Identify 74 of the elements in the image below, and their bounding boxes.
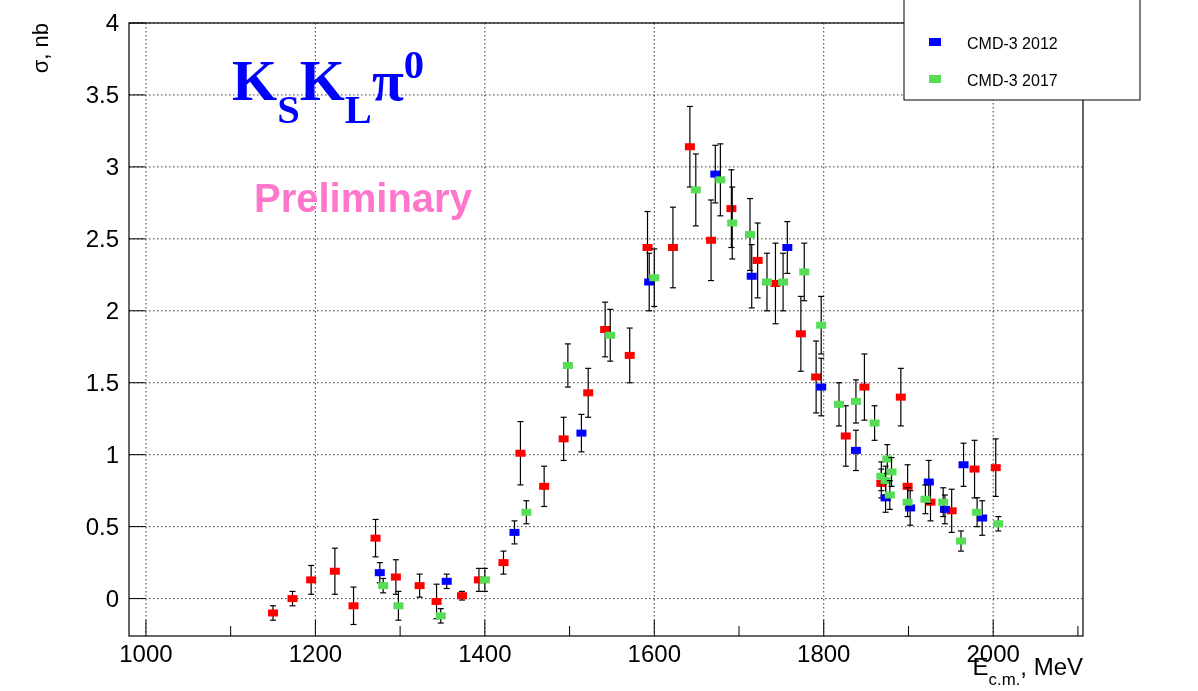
- point: [441, 577, 452, 585]
- point: [816, 321, 827, 329]
- point: [498, 559, 509, 567]
- x-tick-label: 1200: [288, 640, 343, 667]
- point: [431, 597, 442, 605]
- x-tick-label: 1600: [627, 640, 681, 667]
- point: [938, 498, 949, 506]
- y-axis-title: σ, nb: [28, 23, 53, 74]
- x-tick-label: 1800: [797, 640, 851, 667]
- point: [799, 268, 810, 276]
- point: [715, 176, 726, 184]
- point: [840, 432, 851, 440]
- point: [958, 461, 969, 469]
- point: [393, 602, 404, 610]
- point: [268, 609, 279, 617]
- point: [816, 383, 827, 391]
- point: [859, 383, 870, 391]
- point: [761, 278, 772, 286]
- point: [939, 505, 950, 513]
- point: [684, 143, 695, 151]
- point: [811, 373, 822, 381]
- point: [414, 582, 425, 590]
- y-tick-label: 1: [105, 440, 119, 468]
- point: [993, 520, 1004, 528]
- point: [667, 243, 678, 251]
- legend-label: CMD-3 2017: [967, 72, 1058, 89]
- point: [605, 331, 616, 339]
- point: [850, 446, 861, 454]
- point: [576, 429, 587, 437]
- point: [479, 576, 490, 584]
- point: [521, 508, 532, 516]
- point: [727, 219, 738, 227]
- point: [745, 231, 756, 239]
- legend-label: CMD-3 2012: [967, 35, 1058, 52]
- point: [969, 465, 980, 473]
- point: [869, 419, 880, 427]
- x-tick-label: 1400: [458, 640, 512, 667]
- point: [956, 537, 966, 545]
- point: [706, 236, 717, 244]
- point: [562, 361, 573, 369]
- point: [306, 576, 317, 584]
- annotation: Preliminary: [254, 176, 473, 220]
- point: [778, 278, 789, 286]
- point: [624, 351, 635, 359]
- point: [850, 397, 861, 405]
- point: [539, 482, 550, 490]
- point: [390, 573, 401, 581]
- point: [329, 567, 340, 575]
- text: K$_{S}$K$_{L}$π$^{0}$: [232, 41, 424, 132]
- point: [833, 400, 844, 408]
- y-tick-label: 3.5: [85, 80, 119, 108]
- y-tick-label: 0: [105, 584, 119, 612]
- point: [287, 595, 298, 603]
- y-tick-label: 4: [105, 9, 119, 36]
- point: [348, 602, 359, 610]
- point: [509, 528, 520, 536]
- point: [515, 449, 526, 457]
- point: [895, 393, 906, 401]
- x-tick-label: 1000: [119, 640, 173, 667]
- y-tick-label: 2: [105, 296, 119, 324]
- point: [726, 205, 737, 213]
- point: [972, 508, 983, 516]
- point: [370, 534, 381, 542]
- point: [583, 389, 594, 397]
- point: [795, 330, 806, 338]
- point: [990, 464, 1001, 472]
- y-tick-label: 3: [105, 152, 119, 180]
- point: [752, 256, 763, 264]
- point: [558, 435, 569, 443]
- y-tick-label: 1.5: [85, 368, 119, 396]
- point: [649, 274, 660, 282]
- y-tick-label: 2.5: [85, 224, 119, 252]
- point: [690, 186, 701, 194]
- y-tick-label: 0.5: [85, 512, 119, 540]
